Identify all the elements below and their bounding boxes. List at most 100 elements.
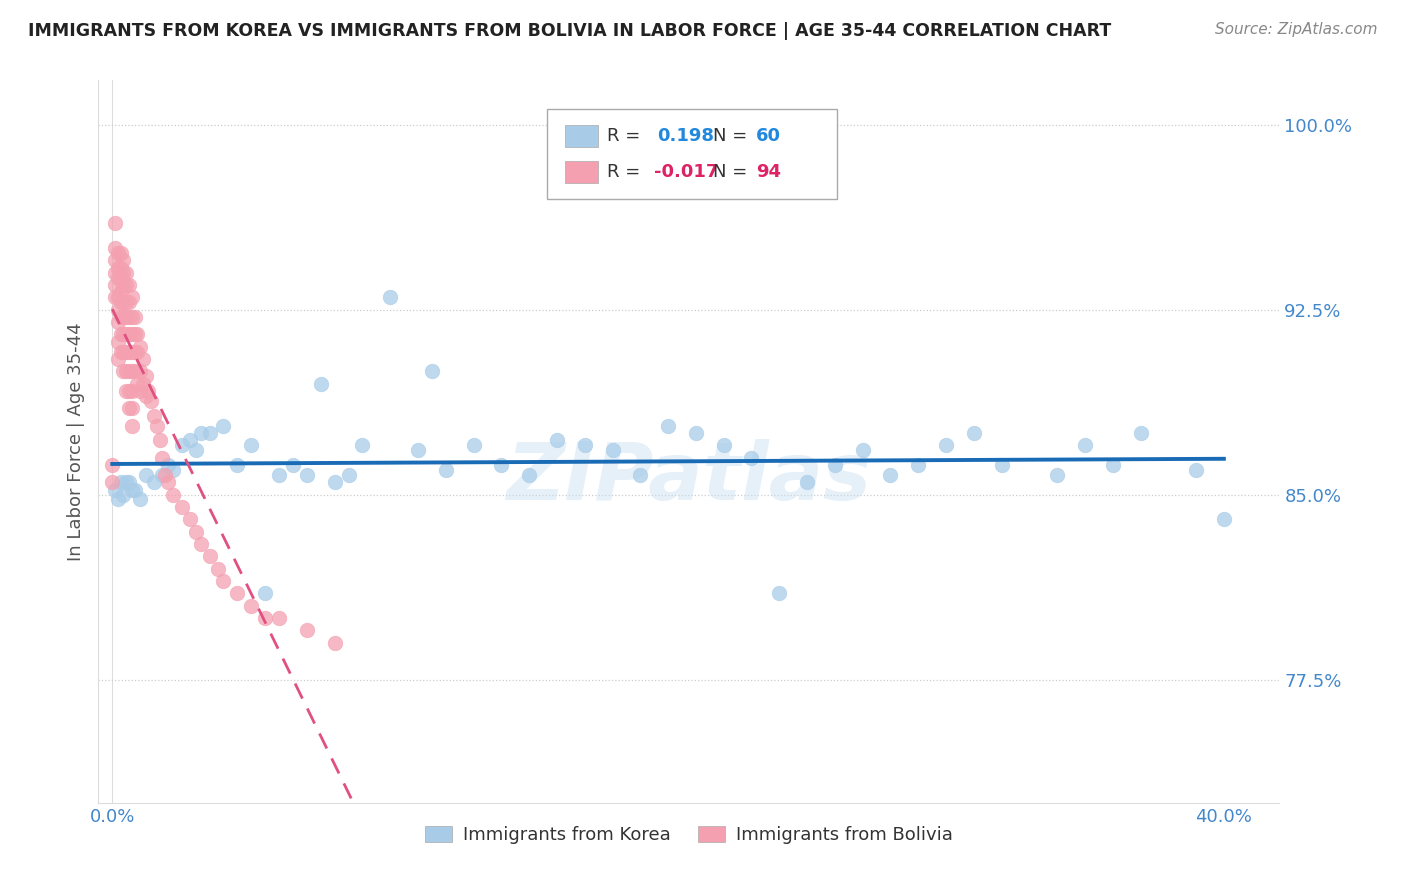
Point [107, 351, 129, 366]
Bar [565, 125, 598, 147]
Point [1074, 438, 1097, 452]
Point [118, 364, 141, 378]
Point [170, 500, 193, 514]
Point [110, 327, 132, 342]
Point [352, 438, 374, 452]
Point [104, 216, 127, 230]
Point [990, 458, 1012, 472]
Point [879, 467, 901, 482]
Bar [565, 161, 598, 183]
Point [295, 467, 318, 482]
Point [104, 253, 127, 268]
Point [121, 344, 143, 359]
Point [110, 285, 132, 300]
Point [212, 418, 235, 433]
Point [963, 425, 986, 440]
Point [226, 586, 249, 600]
Point [110, 344, 132, 359]
Point [115, 295, 138, 310]
Point [107, 492, 129, 507]
Point [184, 524, 207, 539]
Point [118, 475, 141, 490]
Point [121, 327, 143, 342]
Point [150, 450, 173, 465]
Point [198, 425, 221, 440]
Point [156, 475, 179, 490]
Point [118, 277, 141, 292]
Point [112, 310, 135, 324]
Point [104, 483, 127, 497]
Point [104, 290, 127, 304]
Point [1129, 425, 1152, 440]
Point [907, 458, 929, 472]
Point [115, 475, 138, 490]
Text: 0.198: 0.198 [657, 127, 714, 145]
Point [143, 475, 166, 490]
Point [323, 635, 346, 649]
Point [127, 327, 149, 342]
Text: 60: 60 [756, 127, 782, 145]
Point [107, 260, 129, 275]
Text: -0.017: -0.017 [654, 163, 718, 181]
Point [1101, 458, 1123, 472]
FancyBboxPatch shape [547, 109, 837, 200]
Point [127, 376, 149, 391]
Point [546, 434, 568, 448]
Point [129, 364, 152, 378]
Point [121, 418, 143, 433]
Point [118, 401, 141, 416]
Point [112, 487, 135, 501]
Point [115, 310, 138, 324]
Point [190, 425, 212, 440]
Point [796, 475, 818, 490]
Point [112, 253, 135, 268]
Point [179, 434, 201, 448]
Point [150, 467, 173, 482]
Point [124, 483, 146, 497]
Text: N =: N = [713, 127, 752, 145]
Text: ZIPatlas: ZIPatlas [506, 439, 872, 516]
Point [101, 475, 124, 490]
Point [226, 458, 249, 472]
Point [132, 351, 155, 366]
Point [127, 344, 149, 359]
Point [517, 467, 540, 482]
Point [104, 241, 127, 255]
Point [156, 458, 179, 472]
Point [124, 364, 146, 378]
Point [107, 315, 129, 329]
Point [713, 438, 735, 452]
Point [112, 344, 135, 359]
Point [110, 260, 132, 275]
Point [115, 384, 138, 398]
Point [124, 310, 146, 324]
Point [491, 458, 513, 472]
Point [143, 409, 166, 423]
Point [309, 376, 332, 391]
Point [153, 467, 176, 482]
Point [824, 458, 846, 472]
Text: IMMIGRANTS FROM KOREA VS IMMIGRANTS FROM BOLIVIA IN LABOR FORCE | AGE 35-44 CORR: IMMIGRANTS FROM KOREA VS IMMIGRANTS FROM… [28, 22, 1111, 40]
Point [107, 246, 129, 260]
Point [463, 438, 485, 452]
Point [628, 467, 651, 482]
Point [110, 270, 132, 285]
Point [112, 266, 135, 280]
Point [190, 537, 212, 551]
Point [146, 418, 169, 433]
Point [148, 434, 170, 448]
Point [602, 443, 624, 458]
Point [118, 344, 141, 359]
Legend: Immigrants from Korea, Immigrants from Bolivia: Immigrants from Korea, Immigrants from B… [418, 819, 960, 852]
Point [657, 418, 679, 433]
Point [112, 364, 135, 378]
Text: R =: R = [607, 127, 647, 145]
Point [124, 327, 146, 342]
Point [129, 340, 152, 354]
Point [121, 310, 143, 324]
Point [138, 384, 160, 398]
Point [184, 443, 207, 458]
Point [420, 364, 443, 378]
Point [162, 487, 184, 501]
Point [267, 611, 290, 625]
